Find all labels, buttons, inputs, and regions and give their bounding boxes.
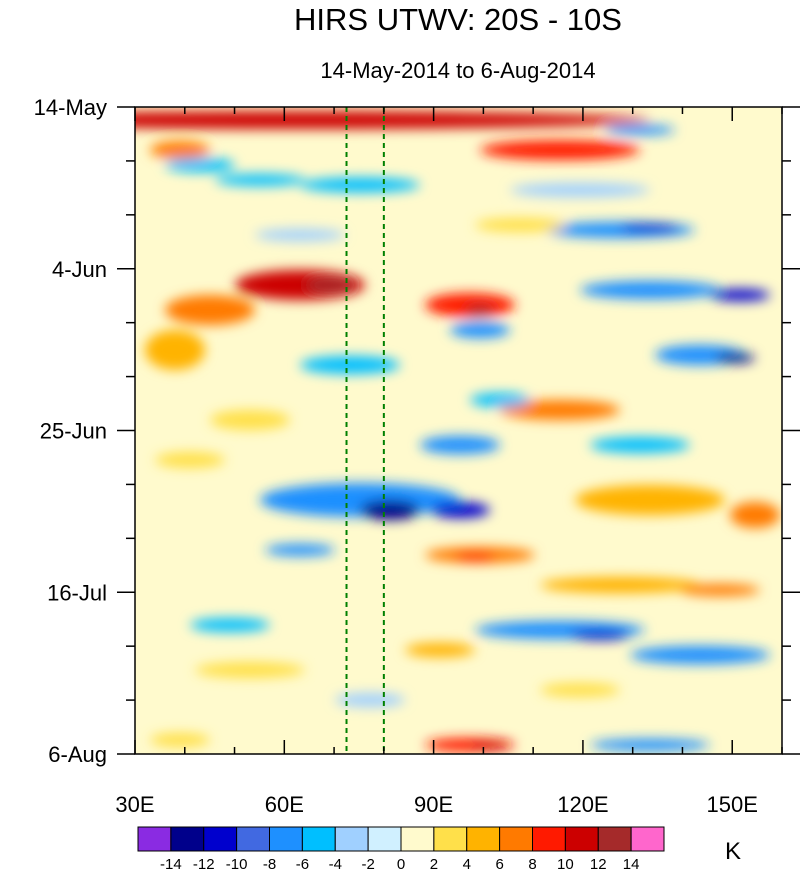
- y-tick-label: 6-Aug: [48, 742, 107, 767]
- anomaly-blob: [605, 125, 675, 135]
- colorbar-label: -10: [226, 856, 248, 869]
- colorbar-swatch: [564, 826, 599, 852]
- anomaly-blob: [575, 485, 725, 515]
- colorbar-swatch: [269, 826, 303, 852]
- anomaly-blob: [155, 452, 225, 468]
- anomaly-blob: [470, 393, 530, 407]
- anomaly-blob: [715, 353, 755, 363]
- y-tick-label: 4-Jun: [52, 257, 107, 282]
- colorbar-swatch: [203, 826, 238, 852]
- anomaly-blob: [165, 295, 255, 325]
- colorbar-label: 8: [528, 856, 536, 869]
- anomaly-blob: [450, 322, 510, 338]
- x-tick-label: 60E: [265, 792, 304, 817]
- colorbar-label: -14: [160, 856, 182, 869]
- colorbar-label: -2: [361, 856, 374, 869]
- anomaly-blob: [570, 630, 630, 640]
- anomaly-blob: [540, 577, 700, 593]
- anomaly-blob: [165, 158, 235, 172]
- anomaly-blob: [265, 544, 335, 556]
- colorbar-label: 10: [557, 856, 574, 869]
- colorbar-label: 14: [623, 856, 640, 869]
- anomaly-blob: [255, 229, 345, 241]
- colorbar: -14 -12 -10 -8 -6 -4 -2 0 2 4 6 8 10 12 14: [137, 826, 665, 869]
- x-tick-label: 90E: [414, 792, 453, 817]
- colorbar-label: -8: [263, 856, 276, 869]
- anomaly-blob: [590, 739, 710, 751]
- anomaly-blob: [145, 330, 205, 370]
- x-tick-label: 150E: [707, 792, 758, 817]
- anomaly-blob: [580, 281, 720, 299]
- anomaly-blob: [405, 643, 475, 657]
- anomaly-blob: [620, 224, 680, 232]
- anomaly-blob: [465, 305, 495, 315]
- anomaly-blob: [420, 436, 500, 454]
- plot-area: [135, 107, 782, 754]
- colorbar-label: 12: [590, 856, 607, 869]
- anomaly-blob: [300, 177, 420, 193]
- colorbar-label: -6: [296, 856, 309, 869]
- x-tick-label: 30E: [115, 792, 154, 817]
- anomaly-blob: [235, 270, 365, 300]
- x-tick-label: 120E: [557, 792, 608, 817]
- axes: 30E 60E 90E 120E 150E 14-May 4-Jun 25-Jun 16-Jul…: [34, 95, 800, 817]
- colorbar-swatch: [597, 826, 632, 852]
- anomaly-blob: [730, 502, 780, 528]
- anomaly-blob: [455, 553, 495, 561]
- chart-subtitle: 14-May-2014 to 6-Aug-2014: [320, 58, 595, 83]
- colorbar-label: 0: [397, 856, 405, 869]
- anomaly-blob: [210, 410, 290, 430]
- anomaly-blob: [190, 618, 270, 632]
- anomaly-blob: [300, 356, 400, 374]
- anomaly-blob: [305, 278, 355, 292]
- y-tick-label: 16-Jul: [47, 580, 107, 605]
- colorbar-swatch: [400, 826, 435, 852]
- anomaly-blob: [150, 141, 210, 159]
- colorbar-swatch: [466, 826, 501, 852]
- anomaly-blob: [630, 646, 770, 664]
- anomaly-field: [135, 111, 780, 752]
- anomaly-blob: [150, 733, 210, 747]
- anomaly-blob: [480, 140, 640, 160]
- colorbar-label: 4: [463, 856, 471, 869]
- colorbar-swatch: [499, 826, 533, 852]
- anomaly-blob: [135, 111, 650, 129]
- anomaly-blob: [195, 662, 305, 678]
- anomaly-blob: [335, 693, 405, 707]
- anomaly-blob: [360, 500, 420, 520]
- anomaly-blob: [590, 437, 690, 453]
- colorbar-label: -4: [329, 856, 342, 869]
- anomaly-blob: [540, 683, 620, 697]
- anomaly-blob: [510, 183, 650, 197]
- colorbar-swatch: [630, 826, 665, 852]
- colorbar-swatch: [367, 826, 402, 852]
- colorbar-swatch: [236, 826, 270, 852]
- colorbar-swatch: [301, 826, 336, 852]
- anomaly-blob: [475, 218, 565, 232]
- colorbar-label: 6: [495, 856, 503, 869]
- anomaly-blob: [430, 502, 490, 518]
- y-tick-label: 14-May: [34, 95, 107, 120]
- anomaly-blob: [500, 400, 620, 420]
- colorbar-unit: K: [725, 838, 741, 865]
- y-tick-label: 25-Jun: [40, 419, 107, 444]
- colorbar-swatch: [532, 826, 566, 852]
- anomaly-blob: [680, 584, 760, 596]
- colorbar-swatch: [170, 826, 205, 852]
- anomaly-blob: [470, 742, 510, 750]
- chart-title: HIRS UTWV: 20S - 10S: [294, 2, 622, 37]
- anomaly-blob: [215, 174, 305, 186]
- colorbar-swatch: [433, 826, 468, 852]
- colorbar-label: 2: [430, 856, 438, 869]
- colorbar-swatch: [334, 826, 369, 852]
- anomaly-blob: [710, 289, 770, 301]
- colorbar-swatch: [137, 826, 172, 852]
- anomaly-blob: [260, 483, 460, 517]
- colorbar-label: -12: [193, 856, 215, 869]
